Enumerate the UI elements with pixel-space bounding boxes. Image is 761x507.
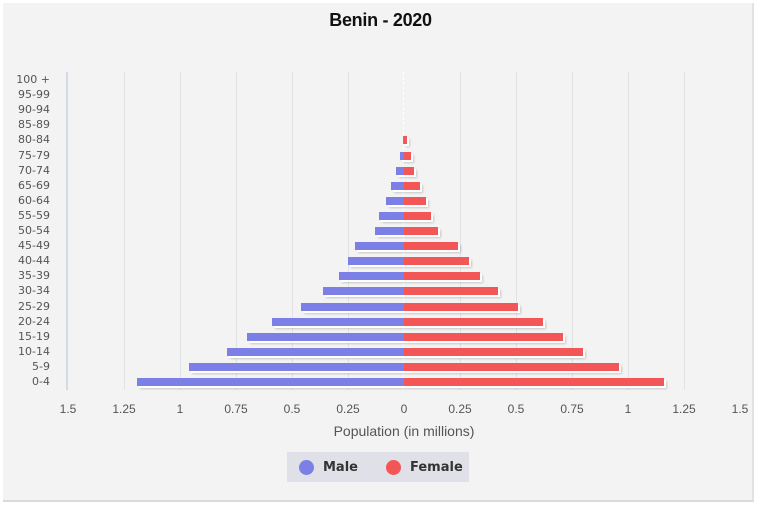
female-bar[interactable] bbox=[404, 181, 420, 190]
gridline bbox=[684, 72, 685, 390]
y-tick-label: 25-29 bbox=[18, 299, 50, 313]
y-tick-label: 15-19 bbox=[18, 329, 50, 343]
y-tick-label: 30-34 bbox=[18, 284, 50, 298]
y-tick-label: 5-9 bbox=[32, 359, 50, 373]
gridline bbox=[348, 72, 349, 390]
x-tick-label: 1 bbox=[176, 402, 184, 416]
male-bar[interactable] bbox=[348, 257, 404, 266]
x-tick-label: 0.75 bbox=[224, 402, 248, 416]
legend-label-male: Male bbox=[323, 459, 358, 475]
female-dot-icon bbox=[386, 459, 401, 475]
x-tick-label: 1.25 bbox=[672, 402, 696, 416]
y-axis-line bbox=[66, 72, 68, 390]
female-bar[interactable] bbox=[404, 287, 499, 296]
y-tick-label: 70-74 bbox=[18, 163, 50, 177]
y-tick-label: 80-84 bbox=[18, 133, 50, 147]
x-axis-title: Population (in millions) bbox=[333, 423, 475, 439]
legend-item-male[interactable]: Male bbox=[299, 452, 358, 482]
male-bar[interactable] bbox=[247, 332, 404, 341]
female-bar[interactable] bbox=[404, 317, 543, 326]
y-tick-label: 95-99 bbox=[18, 88, 50, 102]
x-tick-label: 1.25 bbox=[112, 402, 136, 416]
male-dot-icon bbox=[299, 459, 314, 475]
x-tick-label: 0.75 bbox=[560, 402, 584, 416]
y-tick-label: 100 + bbox=[16, 73, 50, 86]
male-bar[interactable] bbox=[339, 272, 404, 281]
gridline bbox=[180, 72, 181, 390]
gridline bbox=[572, 72, 573, 390]
female-bar[interactable] bbox=[404, 242, 458, 251]
gridline bbox=[516, 72, 517, 390]
x-tick-label: 0 bbox=[400, 402, 408, 416]
y-tick-label: 75-79 bbox=[18, 148, 50, 162]
male-bar[interactable] bbox=[137, 378, 404, 386]
male-bar[interactable] bbox=[323, 287, 404, 296]
y-tick-label: 60-64 bbox=[18, 193, 50, 207]
y-tick-label: 50-54 bbox=[18, 224, 50, 237]
male-bar[interactable] bbox=[402, 136, 404, 145]
male-bar[interactable] bbox=[390, 181, 404, 190]
y-tick-label: 35-39 bbox=[18, 269, 50, 283]
gridline bbox=[460, 72, 461, 390]
x-tick-label: 0.5 bbox=[507, 402, 525, 416]
legend-label-female: Female bbox=[410, 459, 463, 475]
x-tick-label: 1.5 bbox=[59, 402, 77, 416]
female-bar[interactable] bbox=[404, 151, 411, 160]
y-tick-label: 40-44 bbox=[18, 254, 50, 268]
gridline bbox=[124, 72, 125, 390]
female-bar[interactable] bbox=[404, 362, 620, 371]
male-bar[interactable] bbox=[374, 227, 404, 235]
gridline bbox=[236, 72, 237, 390]
female-bar[interactable] bbox=[404, 227, 438, 235]
chart-title: Benin - 2020 bbox=[329, 10, 432, 30]
female-bar[interactable] bbox=[404, 211, 431, 220]
x-tick-label: 0.5 bbox=[283, 402, 301, 416]
male-bar[interactable] bbox=[396, 166, 404, 175]
male-bar[interactable] bbox=[188, 362, 404, 371]
legend: Male Female bbox=[287, 452, 469, 482]
female-bar[interactable] bbox=[404, 196, 427, 205]
gridline bbox=[292, 72, 293, 390]
y-tick-label: 65-69 bbox=[18, 178, 50, 192]
x-tick-label: 1.5 bbox=[731, 402, 749, 416]
y-tick-label: 20-24 bbox=[18, 314, 50, 328]
male-bar[interactable] bbox=[386, 196, 404, 205]
y-tick-label: 0-4 bbox=[32, 375, 50, 388]
female-bar[interactable] bbox=[404, 272, 481, 281]
y-tick-label: 10-14 bbox=[18, 344, 50, 358]
y-tick-label: 45-49 bbox=[18, 239, 50, 253]
y-tick-label: 55-59 bbox=[18, 208, 50, 222]
legend-item-female[interactable]: Female bbox=[386, 452, 463, 482]
female-bar[interactable] bbox=[404, 136, 407, 145]
female-bar[interactable] bbox=[404, 347, 584, 356]
female-bar[interactable] bbox=[404, 257, 469, 266]
male-bar[interactable] bbox=[227, 347, 404, 356]
male-bar[interactable] bbox=[300, 302, 404, 311]
gridline bbox=[628, 72, 629, 390]
male-bar[interactable] bbox=[379, 211, 404, 220]
y-tick-label: 85-89 bbox=[18, 118, 50, 132]
female-bar[interactable] bbox=[404, 332, 564, 341]
x-tick-label: 1 bbox=[624, 402, 632, 416]
male-bar[interactable] bbox=[399, 151, 404, 160]
x-tick-label: 0.25 bbox=[448, 402, 472, 416]
male-bar[interactable] bbox=[271, 317, 404, 326]
female-bar[interactable] bbox=[404, 378, 664, 386]
female-bar[interactable] bbox=[404, 302, 519, 311]
x-tick-label: 0.25 bbox=[336, 402, 360, 416]
male-bar[interactable] bbox=[354, 242, 404, 251]
y-tick-label: 90-94 bbox=[18, 103, 50, 117]
female-bar[interactable] bbox=[404, 166, 415, 175]
